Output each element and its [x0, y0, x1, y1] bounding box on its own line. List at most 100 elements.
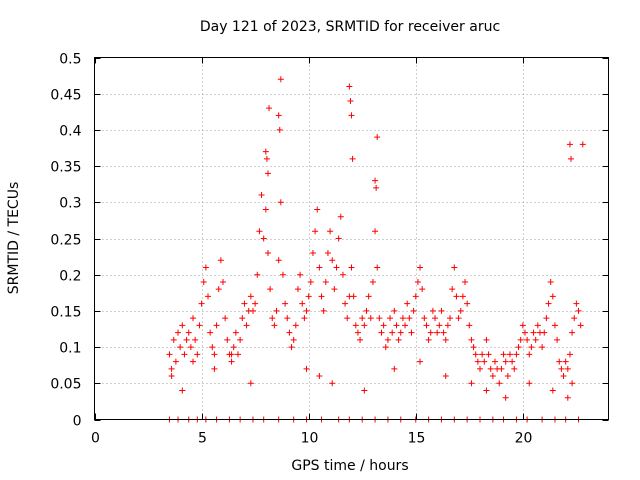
- data-point: [417, 358, 424, 365]
- data-point: [500, 351, 507, 358]
- chart-title: Day 121 of 2023, SRMTID for receiver aru…: [200, 19, 500, 35]
- y-tick-label: 0.45: [50, 88, 81, 104]
- data-point: [277, 76, 284, 83]
- data-point: [397, 329, 404, 336]
- data-point: [347, 97, 354, 104]
- data-point: [526, 380, 533, 387]
- y-tick-label: 0.2: [59, 269, 81, 285]
- data-point: [573, 300, 580, 307]
- data-point: [324, 249, 331, 256]
- data-point: [481, 358, 488, 365]
- data-point: [190, 358, 197, 365]
- data-point: [275, 112, 282, 119]
- data-point: [264, 249, 271, 256]
- data-point: [434, 329, 441, 336]
- data-point: [365, 293, 372, 300]
- x-tick-label: 20: [515, 431, 533, 447]
- data-point: [339, 271, 346, 278]
- data-point: [247, 293, 254, 300]
- data-point: [568, 155, 575, 162]
- data-point: [408, 329, 415, 336]
- data-point: [301, 315, 308, 322]
- data-point: [205, 293, 212, 300]
- data-point: [320, 307, 327, 314]
- x-tick-label: 15: [408, 431, 426, 447]
- data-point: [348, 264, 355, 271]
- data-point: [168, 365, 175, 372]
- axes: 0 0.05 0.1 0.15 0.2 0.25 0.3 0.35 0.4 0.45 0.5 0 5 10…: [50, 52, 609, 447]
- data-point: [382, 344, 389, 351]
- y-axis-label: SRMTID / TECUs: [6, 182, 22, 295]
- data-point: [327, 228, 334, 235]
- data-point: [479, 351, 486, 358]
- data-point: [410, 307, 417, 314]
- data-point: [361, 322, 368, 329]
- data-point: [569, 380, 576, 387]
- data-point: [489, 373, 496, 380]
- data-point: [564, 365, 571, 372]
- data-point: [337, 213, 344, 220]
- data-point: [349, 155, 356, 162]
- data-point: [438, 307, 445, 314]
- data-point: [447, 315, 454, 322]
- data-point: [470, 344, 477, 351]
- data-point: [305, 293, 312, 300]
- data-point: [183, 336, 190, 343]
- data-point: [391, 365, 398, 372]
- plot-frame: [94, 57, 609, 420]
- data-point: [262, 206, 269, 213]
- data-point: [344, 315, 351, 322]
- data-point: [436, 322, 443, 329]
- data-point: [425, 336, 432, 343]
- data-point: [504, 373, 511, 380]
- data-point: [506, 351, 513, 358]
- data-point: [258, 192, 265, 199]
- data-point: [239, 315, 246, 322]
- data-point: [312, 228, 319, 235]
- data-points: [166, 76, 586, 423]
- data-point: [166, 351, 173, 358]
- data-point: [185, 329, 192, 336]
- y-tick-label: 0.35: [50, 160, 81, 176]
- data-point: [393, 322, 400, 329]
- data-point: [211, 351, 218, 358]
- data-point: [187, 344, 194, 351]
- data-point: [491, 358, 498, 365]
- data-point: [254, 271, 261, 278]
- data-point: [541, 329, 548, 336]
- data-point: [485, 351, 492, 358]
- data-point: [168, 373, 175, 380]
- data-point: [237, 336, 244, 343]
- data-point: [468, 336, 475, 343]
- data-point: [509, 358, 516, 365]
- data-point: [372, 177, 379, 184]
- data-point: [521, 329, 528, 336]
- data-point: [528, 344, 535, 351]
- data-point: [556, 358, 563, 365]
- data-point: [288, 344, 295, 351]
- data-point: [316, 264, 323, 271]
- data-point: [569, 329, 576, 336]
- data-point: [547, 278, 554, 285]
- data-point: [477, 365, 483, 372]
- data-point: [373, 184, 380, 191]
- data-point: [342, 300, 349, 307]
- y-tick-label: 0.05: [50, 377, 81, 393]
- data-point: [483, 336, 490, 343]
- data-point: [217, 257, 224, 264]
- data-point: [376, 315, 383, 322]
- data-point: [502, 358, 509, 365]
- data-point: [220, 278, 226, 285]
- data-point: [329, 257, 336, 264]
- data-point: [230, 344, 237, 351]
- data-point: [419, 286, 426, 293]
- data-point: [198, 300, 205, 307]
- data-point: [412, 293, 419, 300]
- data-point: [292, 322, 299, 329]
- data-point: [264, 170, 271, 177]
- data-point: [290, 336, 297, 343]
- data-point: [571, 315, 578, 322]
- data-point: [307, 278, 314, 285]
- data-point: [539, 344, 546, 351]
